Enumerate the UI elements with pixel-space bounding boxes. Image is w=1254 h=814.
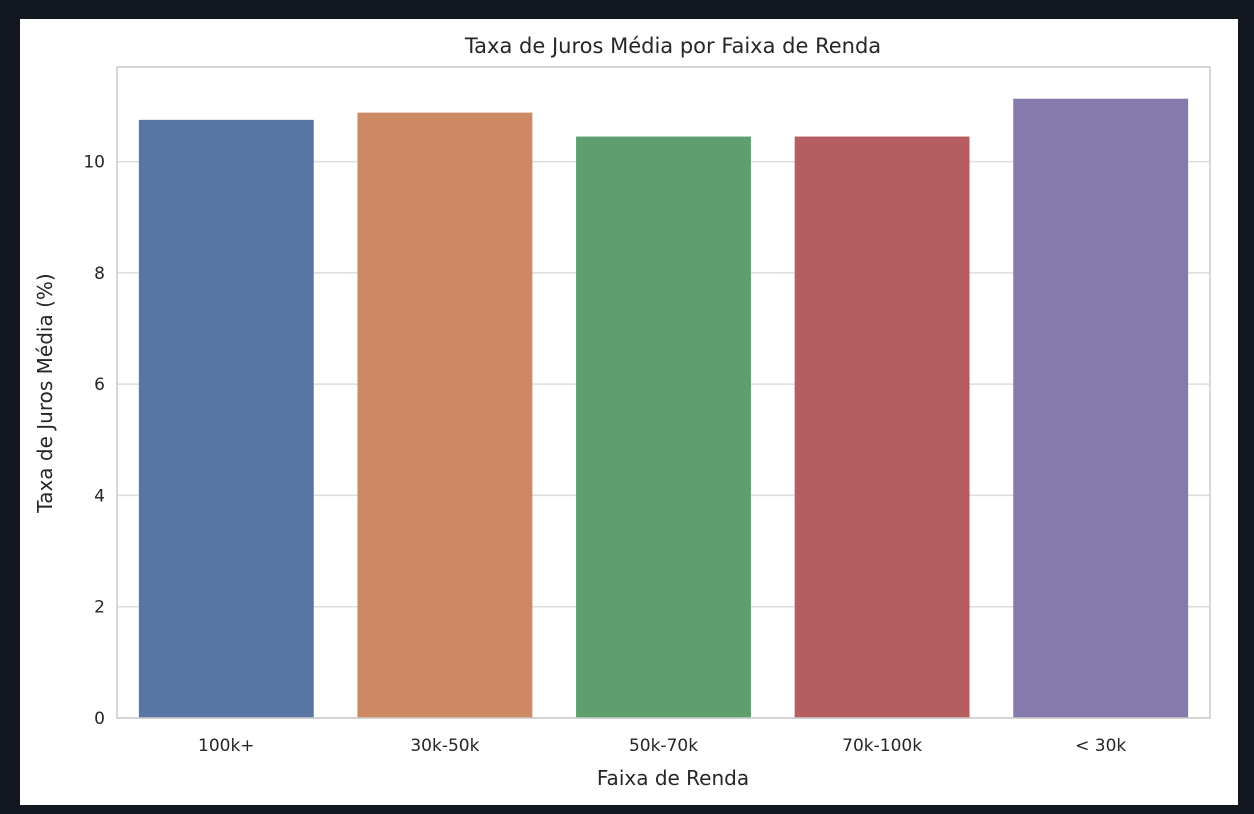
x-tick-label: 70k-100k	[842, 736, 922, 756]
x-tick-label: 50k-70k	[629, 736, 698, 756]
y-tick-label: 0	[94, 709, 105, 729]
chart-figure: 0 2 4 6 8 10 100k+ 30k-50k 50k-70k 70k-100k < 30k…	[20, 19, 1238, 805]
bar-chart: 0 2 4 6 8 10 100k+ 30k-50k 50k-70k 70k-100k < 30k…	[33, 34, 1211, 790]
y-tick-label: 2	[94, 598, 105, 618]
y-tick-label: 4	[94, 486, 105, 506]
x-axis-title: Faixa de Renda	[597, 766, 749, 790]
y-tick-label: 6	[94, 375, 105, 395]
x-tick-labels: 100k+ 30k-50k 50k-70k 70k-100k < 30k	[198, 736, 1126, 756]
y-tick-label: 10	[83, 153, 105, 173]
y-axis-title: Taxa de Juros Média (%)	[33, 273, 57, 513]
plot-frame	[116, 66, 1211, 719]
bar	[576, 136, 751, 719]
bar	[138, 119, 314, 719]
y-tick-labels: 0 2 4 6 8 10	[83, 153, 105, 729]
x-tick-label: < 30k	[1075, 736, 1126, 756]
bar	[794, 136, 970, 719]
bar	[1013, 98, 1189, 718]
bar	[357, 112, 533, 719]
chart-title: Taxa de Juros Média por Faixa de Renda	[464, 34, 881, 58]
x-tick-label: 30k-50k	[410, 736, 479, 756]
y-tick-label: 8	[94, 264, 105, 284]
x-tick-label: 100k+	[198, 736, 255, 756]
bars	[138, 98, 1189, 719]
